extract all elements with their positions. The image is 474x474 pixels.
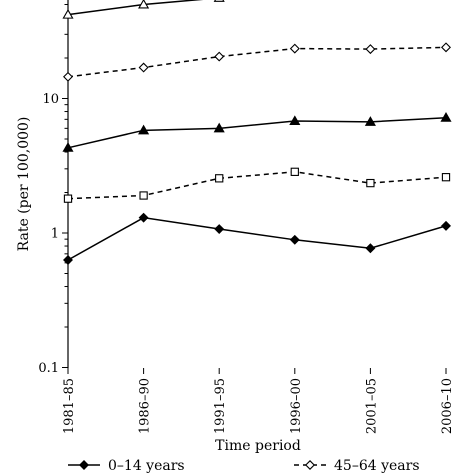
data-point <box>138 124 150 135</box>
series-group <box>62 0 452 265</box>
x-axis-ticks: 1981–85 1986–90 1991–95 1996–00 2001–05 2006–… <box>62 368 455 434</box>
data-point <box>289 43 300 54</box>
legend-label: 0–14 years <box>108 458 185 474</box>
y-tick-label: 10 <box>42 92 59 107</box>
data-point <box>441 42 451 53</box>
y-axis-label: Rate (per 100,000) <box>16 117 32 252</box>
data-point <box>63 255 73 265</box>
legend-label: 45–64 years <box>334 458 420 474</box>
x-axis-label: Time period <box>215 438 301 454</box>
x-tick-label: 1996–00 <box>289 378 304 434</box>
y-tick-label: 0.1 <box>38 361 59 376</box>
series-line <box>67 116 447 149</box>
data-point <box>441 173 451 182</box>
legend-marker <box>305 460 315 470</box>
data-point <box>440 111 452 122</box>
data-point <box>138 0 150 9</box>
series-line <box>67 216 447 261</box>
series-1 <box>62 0 225 19</box>
data-point <box>138 212 149 223</box>
series-line <box>67 46 447 78</box>
data-point <box>63 194 73 203</box>
series-2 <box>63 42 451 82</box>
series-5 <box>63 212 451 265</box>
data-point <box>365 44 376 55</box>
y-tick-label: 1 <box>51 227 59 242</box>
data-point <box>365 243 376 254</box>
data-point <box>290 167 299 176</box>
x-tick-label: 1986–90 <box>138 378 153 434</box>
data-point <box>214 224 225 235</box>
series-4 <box>63 167 451 203</box>
data-point <box>63 71 73 82</box>
legend: 0–14 years 45–64 years <box>68 458 420 474</box>
data-point <box>364 116 376 126</box>
series-line <box>67 171 447 200</box>
x-tick-label: 1981–85 <box>62 378 77 434</box>
legend-item: 0–14 years <box>68 458 185 474</box>
data-point <box>139 191 148 200</box>
data-point <box>213 122 225 133</box>
legend-marker <box>79 460 89 470</box>
x-tick-label: 2006–10 <box>440 378 455 434</box>
data-point <box>62 8 74 19</box>
data-point <box>289 115 301 126</box>
data-point <box>441 220 451 231</box>
data-point <box>214 51 225 62</box>
x-tick-label: 2001–05 <box>364 378 379 434</box>
y-axis-ticks: 0.1 1 10 <box>38 3 68 376</box>
data-point <box>366 178 375 188</box>
data-point <box>215 174 224 183</box>
x-tick-label: 1991–95 <box>213 378 228 434</box>
series-3 <box>62 111 452 152</box>
data-point <box>138 62 149 73</box>
data-point <box>62 142 74 152</box>
data-point <box>289 234 300 245</box>
data-point <box>213 0 225 2</box>
legend-item: 45–64 years <box>294 458 420 474</box>
